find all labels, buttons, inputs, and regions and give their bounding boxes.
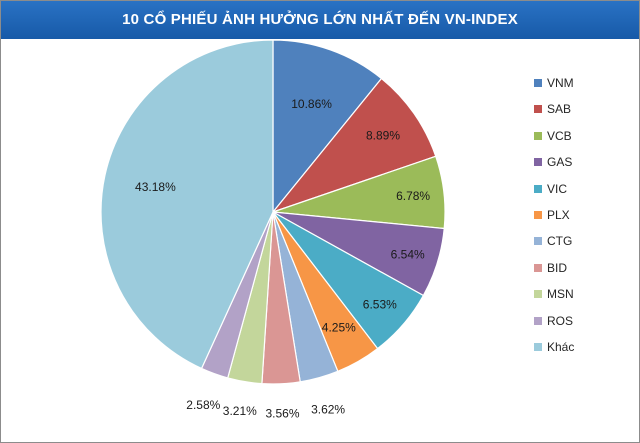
legend-label-bid: BID [547,260,568,275]
legend-swatch-bid [534,263,542,272]
title-bar: 10 CỔ PHIẾU ẢNH HƯỞNG LỚN NHẤT ĐẾN VN-IN… [1,1,639,39]
data-label-bid: 3.56% [265,407,299,421]
legend-swatch-ctg [534,237,542,246]
data-label-khác: 43.18% [135,180,176,194]
chart-title: 10 CỔ PHIẾU ẢNH HƯỞNG LỚN NHẤT ĐẾN VN-IN… [122,11,518,28]
pie-slice-vnm [272,39,383,214]
data-label-plx: 4.25% [322,320,356,334]
legend-label-plx: PLX [547,208,570,222]
legend-swatch-plx [534,211,542,219]
pie-slice-khác [100,39,274,370]
legend-swatch-gas [534,158,542,167]
legend-label-ros: ROS [547,313,574,328]
legend-swatch-vcb [534,131,542,140]
legend-swatch-vnm [534,79,542,87]
data-label-gas: 6.54% [391,247,425,261]
data-label-msn: 3.21% [223,404,257,418]
data-label-ctg: 3.62% [311,403,345,417]
legend-label-vcb: VCB [547,128,572,143]
legend-label-sab: SAB [547,102,572,117]
legend-swatch-ros [534,316,542,325]
data-label-ros: 2.58% [186,398,220,412]
data-label-vcb: 6.78% [396,189,430,203]
legend-label-vic: VIC [547,181,568,196]
legend-label-gas: GAS [547,155,573,170]
legend-label-khác: Khác [547,340,575,354]
pie-chart: 10.86% 8.89% 6.78% 6.54% 6.53% 4.25% 3.62% 3.56… [100,39,446,421]
legend-label-ctg: CTG [547,234,573,249]
legend-label-vnm: VNM [547,76,574,90]
pie-slice-sab [271,77,437,214]
legend-label-msn: MSN [547,287,574,302]
data-label-sab: 8.89% [366,129,400,143]
legend-swatch-khác [534,343,542,351]
legend-swatch-sab [534,105,542,114]
legend-swatch-vic [534,184,542,193]
data-label-vnm: 10.86% [291,97,332,111]
legend-swatch-msn [534,290,542,299]
data-label-vic: 6.53% [363,298,397,312]
